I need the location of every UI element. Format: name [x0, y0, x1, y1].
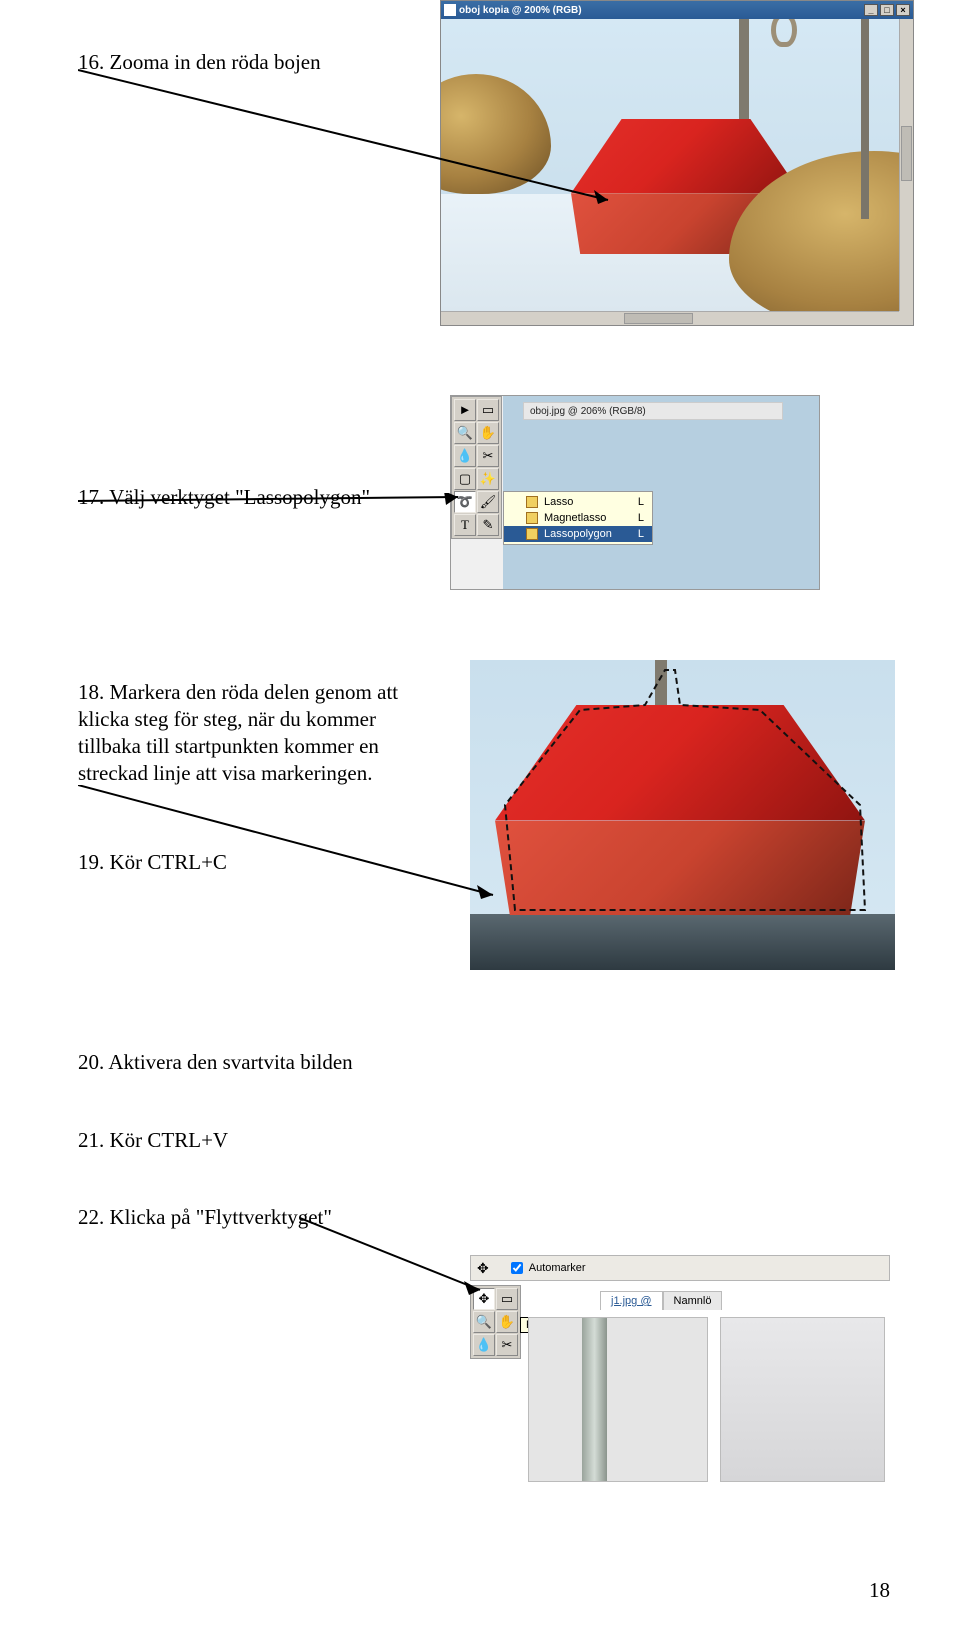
pole-shape	[582, 1318, 607, 1481]
lasso-flyout-menu: Lasso L Magnetlasso L Lassopolygon L	[503, 491, 653, 545]
marquee-tool-icon[interactable]: ▭	[477, 399, 499, 421]
wand-tool-icon[interactable]: ✨	[477, 468, 499, 490]
minimize-button[interactable]: _	[864, 4, 878, 16]
crop-tool-icon[interactable]: ✂	[477, 445, 499, 467]
scrollbar-corner	[899, 311, 913, 325]
lasso-tool-icon[interactable]: ➰	[454, 491, 476, 513]
scrollbar-v-thumb[interactable]	[901, 126, 912, 181]
step-18-line2: klicka steg för steg, när du kommer	[78, 707, 376, 732]
eyedropper-tool-icon[interactable]: 💧	[454, 445, 476, 467]
lasso-icon	[526, 496, 538, 508]
move-toolbox: ✥ ▭ 🔍 ✋ 💧 ✂	[470, 1285, 521, 1359]
marquee-tool-button[interactable]: ▭	[496, 1288, 518, 1310]
pencil-tool-icon[interactable]: ✎	[477, 514, 499, 536]
lasso-label: Lasso	[544, 496, 573, 508]
buoy-ring	[771, 19, 797, 47]
hand-tool-button[interactable]: ✋	[496, 1311, 518, 1333]
ps-toolbox: ► ▭ 🔍 ✋ 💧 ✂ ▢ ✨ ➰ 🖌 T ✎	[451, 396, 502, 539]
lassopolygon-shortcut: L	[638, 528, 644, 540]
window-icon	[444, 4, 456, 16]
step-21-text: 21. Kör CTRL+V	[78, 1128, 228, 1153]
type-tool-icon[interactable]: T	[454, 514, 476, 536]
doc-body-1	[528, 1317, 708, 1482]
doc-tab-2[interactable]: Namnlö	[663, 1291, 723, 1310]
selection-tool-icon[interactable]: ▢	[454, 468, 476, 490]
scrollbar-horizontal[interactable]	[441, 311, 899, 325]
step-22-text: 22. Klicka på "Flyttverktyget"	[78, 1205, 332, 1230]
lassopolygon-label: Lassopolygon	[544, 528, 612, 540]
step-18-line4: streckad linje att visa markeringen.	[78, 761, 372, 786]
move-tool-icon[interactable]: ►	[454, 399, 476, 421]
selection-canvas	[470, 660, 895, 970]
lasso-context: oboj.jpg @ 206% (RGB/8) ► ▭ 🔍 ✋ 💧 ✂ ▢ ✨ …	[450, 395, 820, 590]
marching-ants-outline	[470, 660, 895, 970]
magnifier-tool-icon[interactable]: 🔍	[454, 422, 476, 444]
buoy-pole-right	[861, 19, 869, 219]
move-tool-figure: ✥ Automarker ✥ ▭ 🔍 ✋ 💧 ✂ Flytta (V) j1.j…	[470, 1255, 890, 1495]
selection-figure	[470, 660, 895, 970]
step-20-text: 20. Aktivera den svartvita bilden	[78, 1050, 353, 1075]
magnetlasso-label: Magnetlasso	[544, 512, 606, 524]
hand-tool-icon[interactable]: ✋	[477, 422, 499, 444]
scrollbar-vertical[interactable]	[899, 19, 913, 325]
eyedropper-tool-button[interactable]: 💧	[473, 1334, 495, 1356]
magnetlasso-icon	[526, 512, 538, 524]
scrollbar-h-thumb[interactable]	[624, 313, 693, 324]
close-button[interactable]: ×	[896, 4, 910, 16]
lasso-shortcut: L	[638, 496, 644, 508]
maximize-button[interactable]: □	[880, 4, 894, 16]
step-16-text: 16. Zooma in den röda bojen	[78, 50, 321, 75]
step-18-line1: 18. Markera den röda delen genom att	[78, 680, 398, 705]
lasso-menu-magnet[interactable]: Magnetlasso L	[504, 510, 652, 526]
lassopolygon-icon	[526, 528, 538, 540]
step-17-text: 17. Välj verktyget "Lassopolygon"	[78, 485, 370, 510]
doc-tabs: j1.jpg @ Namnlö	[600, 1291, 722, 1310]
options-bar: ✥ Automarker	[470, 1255, 890, 1281]
window-titlebar: oboj kopia @ 200% (RGB) _ □ ×	[441, 1, 913, 19]
window-title: oboj kopia @ 200% (RGB)	[459, 5, 582, 16]
step-18-line3: tillbaka till startpunkten kommer en	[78, 734, 379, 759]
buoy-window: oboj kopia @ 200% (RGB) _ □ ×	[440, 0, 914, 326]
crop-tool-button[interactable]: ✂	[496, 1334, 518, 1356]
lasso-menu-lasso[interactable]: Lasso L	[504, 494, 652, 510]
buoy-canvas	[441, 19, 899, 311]
move-tool-button[interactable]: ✥	[473, 1288, 495, 1310]
automarker-label: Automarker	[529, 1262, 586, 1274]
doc-tab-1[interactable]: j1.jpg @	[600, 1291, 663, 1310]
step-19-text: 19. Kör CTRL+C	[78, 850, 227, 875]
magnetlasso-shortcut: L	[638, 512, 644, 524]
brush-tool-icon[interactable]: 🖌	[477, 491, 499, 513]
red-buoy-top	[571, 119, 801, 193]
automarker-checkbox[interactable]	[511, 1262, 523, 1274]
canvas-zoom-label: oboj.jpg @ 206% (RGB/8)	[523, 402, 783, 420]
move-icon: ✥	[477, 1260, 489, 1277]
doc-body-2	[720, 1317, 885, 1482]
lasso-menu-polygon[interactable]: Lassopolygon L	[504, 526, 652, 542]
page-number: 18	[869, 1578, 890, 1603]
magnifier-tool-button[interactable]: 🔍	[473, 1311, 495, 1333]
